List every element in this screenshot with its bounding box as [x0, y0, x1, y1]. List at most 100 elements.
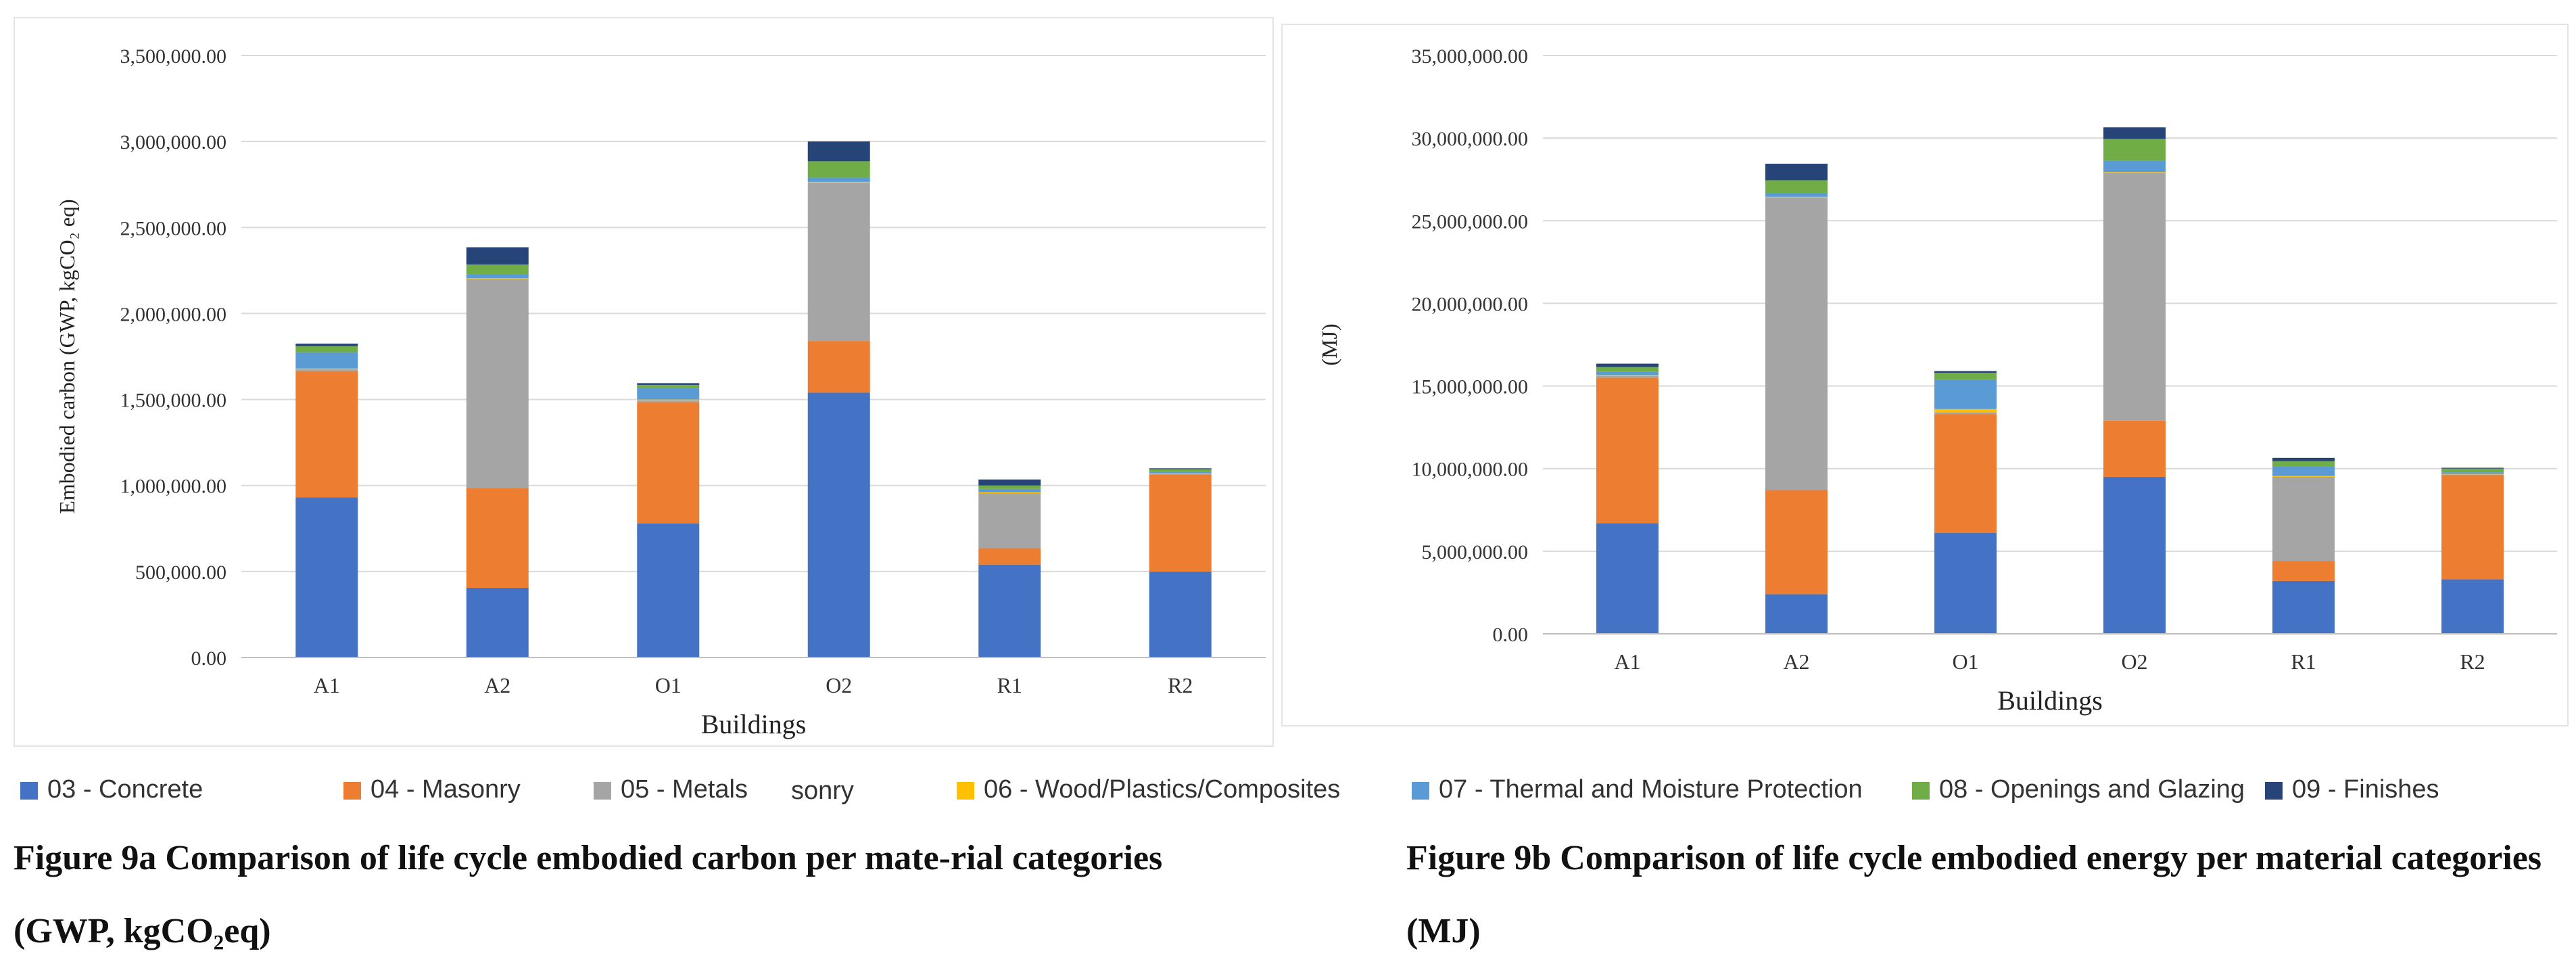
- carbon-bar-o2-finishes: [807, 141, 870, 162]
- energy-bar-a1-wood-plastics-composites: [1596, 375, 1659, 376]
- carbon-ytick-label: 0.00: [191, 647, 227, 670]
- energy-bar-o1-wood-plastics-composites: [1934, 409, 1997, 413]
- energy-x-axis-label: Buildings: [1997, 685, 2103, 716]
- carbon-bar-o1-metals: [637, 400, 700, 402]
- carbon-bar-a2-wood-plastics-composites: [466, 278, 529, 279]
- carbon-y-axis-label: Embodied carbon (GWP, kgCO₂ eq): [55, 199, 79, 513]
- legend-label: 07 - Thermal and Moisture Protection: [1439, 775, 1863, 804]
- energy-xtick-label: O2: [2121, 649, 2147, 674]
- legend-swatch-masonry: [343, 782, 361, 800]
- energy-ytick-label: 15,000,000.00: [1412, 376, 1529, 398]
- carbon-bar-r2-finishes: [1149, 468, 1212, 469]
- carbon-bar-r2-openings-and-glazing: [1149, 469, 1212, 472]
- carbon-ytick-label: 1,500,000.00: [120, 390, 227, 412]
- energy-xtick-label: R1: [2291, 649, 2316, 674]
- energy-ytick-label: 10,000,000.00: [1412, 459, 1529, 481]
- energy-bar-o2-masonry: [2103, 420, 2166, 477]
- carbon-bar-a2-thermal-and-moisture-protection: [466, 273, 529, 279]
- carbon-bar-r1-wood-plastics-composites: [978, 492, 1041, 494]
- carbon-bar-r1-openings-and-glazing: [978, 485, 1041, 489]
- legend-swatch-thermal: [1412, 782, 1429, 800]
- energy-bar-r2-thermal-and-moisture-protection: [2441, 472, 2504, 474]
- carbon-x-axis-label: Buildings: [701, 709, 807, 739]
- carbon-bar-o1-thermal-and-moisture-protection: [637, 388, 700, 400]
- energy-bar-o2-thermal-and-moisture-protection: [2103, 160, 2166, 172]
- energy-bar-r1-thermal-and-moisture-protection: [2272, 466, 2335, 476]
- energy-ytick-label: 20,000,000.00: [1412, 293, 1529, 315]
- energy-bar-r2-concrete: [2441, 579, 2504, 634]
- carbon-bar-o2-thermal-and-moisture-protection: [807, 177, 870, 182]
- energy-bar-r1-wood-plastics-composites: [2272, 476, 2335, 477]
- carbon-bar-a1-finishes: [295, 343, 358, 346]
- energy-bar-o2-metals: [2103, 172, 2166, 421]
- energy-bar-a2-metals: [1765, 198, 1828, 490]
- figure-caption-9a: Figure 9a Comparison of life cycle embod…: [14, 839, 1163, 950]
- energy-bar-r1-masonry: [2272, 561, 2335, 581]
- legend-label: 06 - Wood/Plastics/Composites: [984, 775, 1341, 804]
- carbon-bar-a2-masonry: [466, 488, 529, 589]
- carbon-bar-r1-metals: [978, 493, 1041, 549]
- chart-embodied-energy-svg: 0.00 5,000,000.00 10,000,000.00 15,000,000.…: [1317, 45, 2557, 716]
- energy-bar-o1-masonry: [1934, 414, 1997, 533]
- figure-caption-9b: Figure 9b Comparison of life cycle embod…: [1406, 839, 2542, 950]
- energy-bar-a1-concrete: [1596, 523, 1659, 634]
- energy-bar-r2-finishes: [2441, 467, 2504, 469]
- carbon-bar-o2-openings-and-glazing: [807, 161, 870, 178]
- chart-embodied-carbon: 0.00 500,000.00 1,000,000.00 1,500,000.00 2,…: [14, 17, 1274, 747]
- legend-stray-text: sonry: [791, 777, 854, 805]
- carbon-bar-a1-openings-and-glazing: [295, 346, 358, 352]
- carbon-bar-o1-finishes: [637, 383, 700, 385]
- legend-item-masonry: 04 - Masonry: [343, 775, 521, 804]
- carbon-ytick-label: 2,500,000.00: [120, 217, 227, 239]
- energy-ytick-label: 30,000,000.00: [1412, 128, 1529, 150]
- energy-bar-a2-thermal-and-moisture-protection: [1765, 193, 1828, 197]
- carbon-bar-a2-finishes: [466, 247, 529, 264]
- chart-embodied-energy: 0.00 5,000,000.00 10,000,000.00 15,000,000.…: [1281, 24, 2569, 727]
- energy-bar-a2-concrete: [1765, 594, 1828, 634]
- carbon-xtick-label: R2: [1168, 673, 1193, 697]
- carbon-xtick-label: A1: [314, 673, 340, 697]
- carbon-xtick-label: R1: [997, 673, 1022, 697]
- energy-bar-r1-metals: [2272, 476, 2335, 561]
- legend-item-openings: 08 - Openings and Glazing: [1912, 775, 2245, 804]
- legend-label: 08 - Openings and Glazing: [1939, 775, 2245, 804]
- carbon-bar-a2-openings-and-glazing: [466, 264, 529, 274]
- carbon-bar-a1-thermal-and-moisture-protection: [295, 352, 358, 369]
- energy-xtick-label: R2: [2460, 649, 2485, 674]
- carbon-xtick-label: A2: [484, 673, 510, 697]
- energy-bar-r1-finishes: [2272, 457, 2335, 461]
- energy-bar-a2-finishes: [1765, 164, 1828, 181]
- carbon-bar-o1-masonry: [637, 402, 700, 524]
- carbon-bar-r2-masonry: [1149, 474, 1212, 572]
- energy-bar-a1-openings-and-glazing: [1596, 367, 1659, 372]
- carbon-bar-r2-concrete: [1149, 571, 1212, 658]
- energy-xtick-label: O1: [1952, 649, 1978, 674]
- carbon-ytick-label: 2,000,000.00: [120, 303, 227, 325]
- carbon-xtick-label: O1: [655, 673, 682, 697]
- carbon-bar-a2-concrete: [466, 588, 529, 658]
- energy-bar-a2-masonry: [1765, 490, 1828, 595]
- legend-label: 04 - Masonry: [371, 775, 521, 804]
- carbon-bar-a1-metals: [295, 369, 358, 371]
- energy-bar-o2-openings-and-glazing: [2103, 139, 2166, 161]
- energy-bar-o1-metals: [1934, 412, 1997, 415]
- legend-swatch-concrete: [20, 782, 38, 800]
- energy-ytick-label: 5,000,000.00: [1422, 541, 1529, 563]
- carbon-bar-r1-masonry: [978, 548, 1041, 565]
- carbon-ytick-label: 3,500,000.00: [120, 45, 227, 68]
- carbon-xtick-label: O2: [826, 673, 852, 697]
- carbon-bar-o2-concrete: [807, 392, 870, 658]
- legend-item-concrete: 03 - Concrete: [20, 775, 203, 804]
- energy-ytick-label: 35,000,000.00: [1412, 45, 1529, 68]
- energy-y-axis-label: (MJ): [1317, 323, 1341, 365]
- energy-ytick-label: 0.00: [1493, 624, 1529, 646]
- energy-bar-a1-thermal-and-moisture-protection: [1596, 371, 1659, 375]
- energy-bar-r1-concrete: [2272, 580, 2335, 634]
- legend-item-wood: 06 - Wood/Plastics/Composites: [957, 775, 1340, 804]
- legend-item-thermal: 07 - Thermal and Moisture Protection: [1412, 775, 1863, 804]
- legend-swatch-finishes: [2265, 782, 2283, 800]
- carbon-bar-r2-thermal-and-moisture-protection: [1149, 471, 1212, 474]
- carbon-bar-o2-metals: [807, 183, 870, 342]
- legend-item-metals: 05 - Metals: [594, 775, 748, 804]
- carbon-bar-o1-openings-and-glazing: [637, 384, 700, 389]
